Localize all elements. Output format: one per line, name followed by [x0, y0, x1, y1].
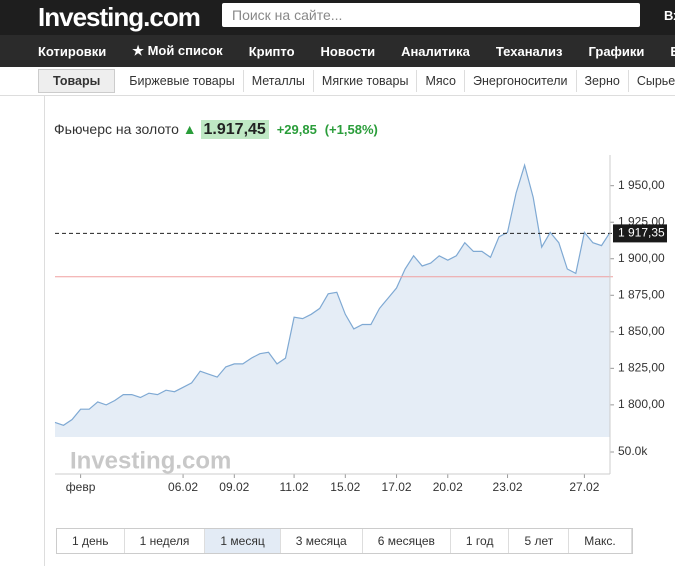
x-tick-label: 11.02 — [280, 480, 309, 494]
x-tick-label: 06.02 — [168, 480, 198, 494]
chart-panel — [44, 96, 675, 566]
price: 1.917,45 — [200, 120, 269, 139]
period-selector: 1 день 1 неделя 1 месяц 3 месяца 6 месяцев 1 … — [56, 528, 633, 554]
instrument-header: Фьючерс на золото ▲ 1.917,45 +29,85 (+1,… — [54, 120, 378, 139]
change-pct: (+1,58%) — [324, 122, 378, 137]
x-tick-label: 15.02 — [330, 480, 360, 494]
subnav-item[interactable]: Мясо — [417, 70, 465, 92]
login[interactable]: Вх — [664, 8, 675, 23]
period-button[interactable]: 6 месяцев — [363, 529, 451, 553]
last-value-label: 1 917,35 — [618, 226, 665, 240]
x-tick-label: 20.02 — [433, 480, 463, 494]
y-tick-label: 1 825,00 — [618, 360, 665, 374]
y-tick-label: 1 900,00 — [618, 251, 665, 265]
x-tick-label: 17.02 — [382, 480, 412, 494]
last-value-box — [613, 224, 667, 243]
search-box[interactable]: Поиск на сайте... — [222, 3, 640, 27]
main-nav: Котировки ★ Мой список Крипто Новости Аналит… — [0, 35, 675, 67]
y2-tick-label: 50.0k — [618, 444, 648, 458]
nav-item[interactable]: Новости — [320, 43, 376, 59]
y-tick-label: 1 875,00 — [618, 287, 665, 301]
period-button[interactable]: 1 день — [57, 529, 125, 553]
nav-item[interactable]: Графики — [588, 43, 645, 59]
x-tick-label: 23.02 — [493, 480, 523, 494]
y-tick-label: 1 800,00 — [618, 397, 665, 411]
chart: Investing.com 1 800,00 1 825,00 1 850,00 1 8… — [54, 155, 667, 494]
period-button[interactable]: 3 месяца — [281, 529, 363, 553]
subnav-item[interactable]: Зерно — [577, 70, 629, 92]
logo[interactable]: Investing.com — [38, 2, 201, 32]
watermark: Investing.com — [70, 447, 231, 474]
area-fill — [55, 165, 610, 437]
nav-item[interactable]: Аналитика — [401, 43, 470, 59]
period-button[interactable]: Макс. — [569, 529, 632, 553]
subnav-item[interactable]: Металлы — [244, 70, 314, 92]
subnav-item[interactable]: Товары — [38, 69, 116, 93]
x-tick-label: февр — [66, 480, 96, 494]
price-line — [54, 163, 611, 426]
period-button[interactable]: 1 год — [451, 529, 510, 553]
nav-item[interactable]: ★ Мой список — [132, 43, 223, 58]
subnav-item[interactable]: Сырьевы — [629, 70, 675, 92]
top-bar: Investing.com Поиск на сайте... Вх — [0, 0, 675, 35]
nav-item[interactable]: Котировки — [38, 43, 107, 59]
subnav-item[interactable]: Биржевые товары — [121, 70, 244, 92]
sub-nav: Товары Биржевые товары Металлы Мягкие товар… — [0, 67, 675, 96]
x-tick-label: 09.02 — [219, 480, 249, 494]
y-tick-label: 1 850,00 — [618, 324, 665, 338]
period-button[interactable]: 5 лет — [509, 529, 570, 553]
period-button[interactable]: 1 месяц — [205, 529, 281, 553]
period-button[interactable]: 1 неделя — [125, 529, 206, 553]
subnav-item[interactable]: Мягкие товары — [314, 70, 418, 92]
subnav-item[interactable]: Энергоносители — [465, 70, 577, 92]
instrument-name: Фьючерс на золото — [54, 121, 179, 137]
change: +29,85 — [276, 122, 317, 137]
up-arrow: ▲ — [182, 121, 197, 137]
y-tick-label: 1 950,00 — [618, 178, 665, 192]
nav-item[interactable]: Бр — [670, 44, 675, 59]
x-tick-label: 27.02 — [569, 480, 599, 494]
nav-item[interactable]: Крипто — [248, 43, 295, 59]
nav-item[interactable]: Теханализ — [495, 43, 563, 59]
